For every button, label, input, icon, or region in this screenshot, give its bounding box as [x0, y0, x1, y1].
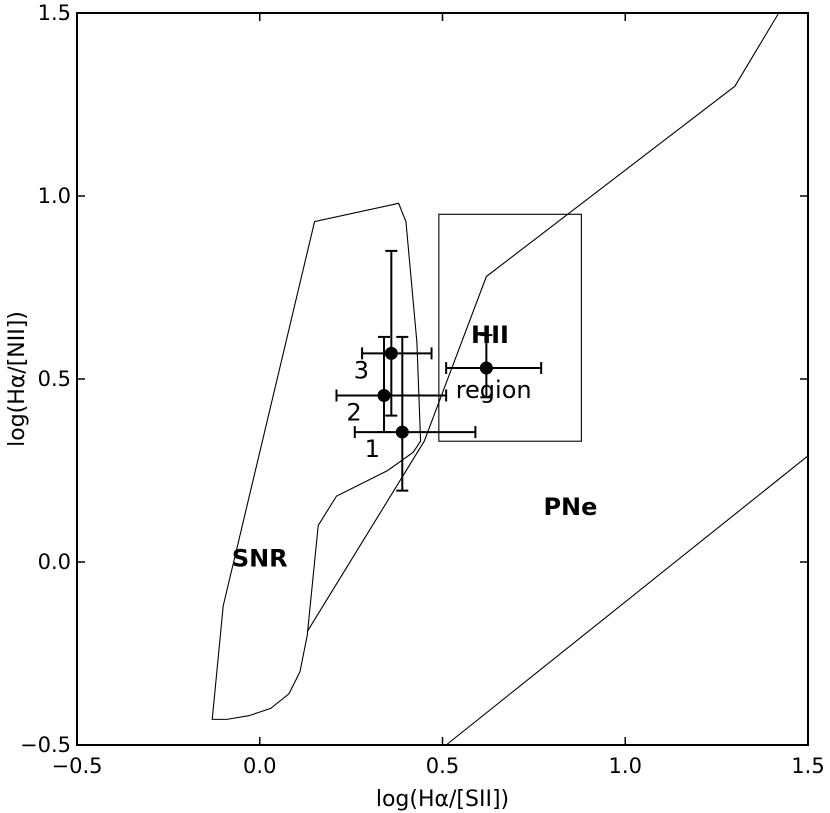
x-tick-label: 0.0: [243, 754, 276, 778]
x-tick-label: 1.0: [609, 754, 642, 778]
data-point-1: 1: [353, 335, 477, 492]
hii-region-sublabel: region: [456, 376, 532, 404]
y-tick-label: 0.0: [38, 550, 71, 574]
snr-region-label: SNR: [232, 544, 288, 572]
y-tick-label: 1.5: [38, 1, 71, 25]
hii-region-label: HII: [471, 321, 509, 349]
x-axis-label: log(Hα/[SII]): [376, 787, 509, 812]
y-tick-label: 1.0: [38, 184, 71, 208]
data-point-3: 3: [354, 249, 433, 417]
pne-region-label: PNe: [543, 493, 597, 521]
point-label-2: 2: [346, 398, 361, 426]
y-axis-label: log(Hα/[NII]): [5, 311, 30, 447]
upper-boundary: [306, 12, 780, 632]
x-tick-label: −0.5: [52, 754, 103, 778]
y-tick-label: −0.5: [20, 733, 71, 757]
data-point-4: [445, 334, 543, 399]
snr-region-outline: [211, 202, 422, 720]
data-marker: [395, 425, 409, 439]
x-tick-label: 1.5: [791, 754, 824, 778]
hii-region-box: [438, 213, 582, 442]
data-marker: [377, 388, 391, 402]
data-marker: [384, 346, 398, 360]
point-label-3: 3: [354, 356, 369, 384]
region-boundaries: [211, 12, 809, 746]
y-tick-label: 0.5: [38, 367, 71, 391]
axis-ticks: −0.5 0.0 0.5 1.0 1.5 −0.5 0.0 0.5 1.0 1.5: [20, 1, 825, 778]
lower-boundary: [445, 455, 809, 746]
data-marker: [479, 361, 493, 375]
x-tick-label: 0.5: [426, 754, 459, 778]
plot-frame: [76, 12, 809, 746]
data-points: 12 3: [335, 249, 543, 492]
point-label-1: 1: [365, 435, 380, 463]
